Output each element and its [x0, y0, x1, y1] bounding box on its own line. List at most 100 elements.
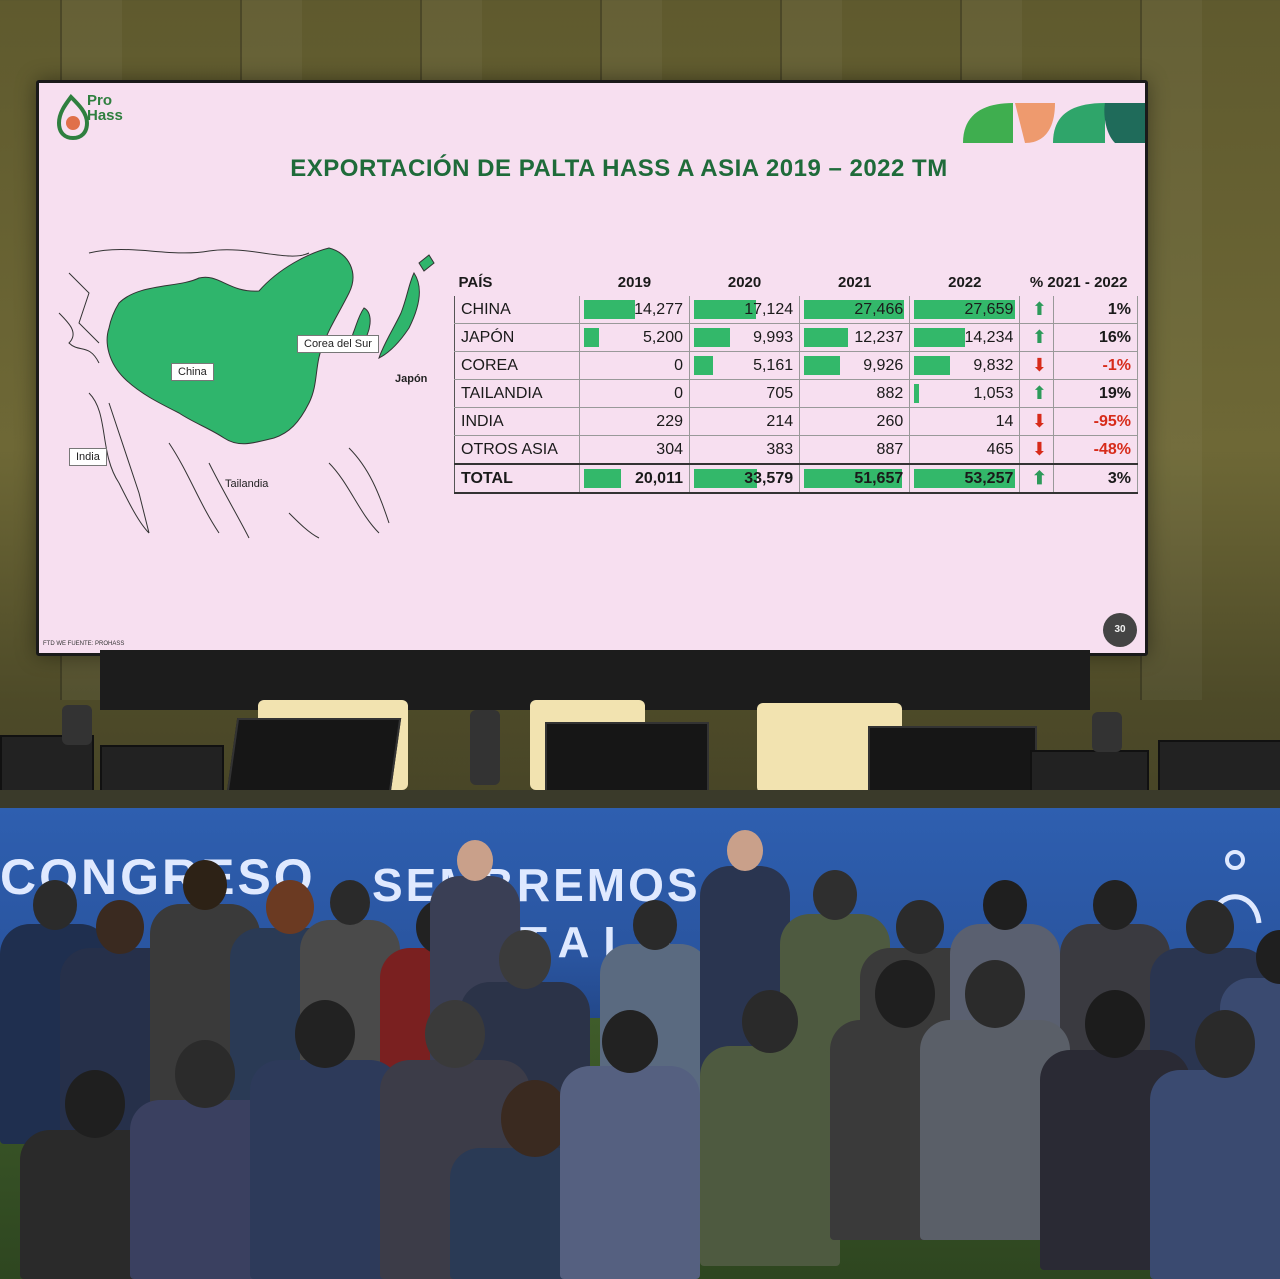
value-text: 20,011	[634, 469, 683, 487]
value-text: 214	[766, 412, 794, 430]
value-text: 9,993	[753, 328, 794, 346]
audience-member-head	[633, 900, 677, 950]
audience-member-head	[1085, 990, 1145, 1058]
value-bar	[804, 469, 902, 488]
logo-text: Pro Hass	[87, 93, 123, 123]
value-text: 0	[674, 384, 683, 402]
value-text: 14	[995, 412, 1014, 430]
value-cell: 887	[799, 435, 911, 465]
value-text: 14,277	[634, 300, 683, 318]
value-text: 14,234	[964, 328, 1014, 346]
decorative-shapes	[963, 103, 1145, 143]
value-cell: 0	[579, 351, 691, 380]
value-text: 9,832	[973, 356, 1014, 374]
value-text: 887	[876, 440, 904, 458]
stage-monitor	[868, 726, 1037, 795]
value-bar	[914, 469, 1015, 488]
value-text: 882	[876, 384, 904, 402]
source-note: FTD WE FUENTE: PROHASS	[43, 641, 125, 647]
pct-change-cell: -1%	[1053, 351, 1139, 380]
pct-change-cell: 19%	[1053, 379, 1139, 408]
value-text: 27,659	[964, 300, 1014, 318]
table-total-row: TOTAL 20,011 33,579 51,657 53,257 ⬆ 3%	[454, 463, 1139, 494]
pct-change-cell: 16%	[1053, 323, 1139, 352]
country-cell: TOTAL	[454, 463, 580, 494]
audience-member-body	[250, 1060, 400, 1279]
audience-member-head	[33, 880, 77, 930]
stage-floor	[0, 790, 1280, 810]
audience-member-head	[457, 840, 493, 881]
value-text: 229	[656, 412, 683, 430]
arrow-up-icon: ⬆	[1019, 463, 1054, 494]
arrow-down-icon: ⬇	[1019, 435, 1054, 465]
value-cell: 17,124	[689, 296, 801, 324]
table-row: JAPÓN 5,200 9,993 12,237 14,234 ⬆ 16%	[454, 323, 1139, 352]
audience-member-head	[501, 1080, 569, 1157]
audience-member-head	[330, 880, 370, 925]
value-cell: 5,200	[579, 323, 691, 352]
country-cell: CHINA	[454, 296, 580, 324]
map-label-korea: Corea del Sur	[297, 335, 379, 353]
value-bar	[804, 300, 904, 319]
value-text: 27,466	[854, 300, 904, 318]
table-row: CHINA 14,277 17,124 27,466 27,659 ⬆ 1%	[454, 296, 1139, 324]
pct-change-cell: 3%	[1053, 463, 1139, 494]
header-pct-change: % 2021 - 2022	[1029, 273, 1128, 291]
pct-change-cell: 1%	[1053, 296, 1139, 324]
projection-screen: Pro Hass EXPORTACIÓN DE PALTA HASS A ASI…	[36, 80, 1148, 656]
value-bar	[804, 356, 841, 375]
table-row: TAILANDIA 0 705 882 1,053 ⬆ 19%	[454, 379, 1139, 408]
arrow-up-icon: ⬆	[1019, 296, 1054, 324]
arrow-down-icon: ⬇	[1019, 407, 1054, 436]
value-text: 1,053	[973, 384, 1014, 402]
value-text: 260	[876, 412, 904, 430]
value-bar	[804, 328, 849, 347]
table-body: CHINA 14,277 17,124 27,466 27,659 ⬆ 1% JAPÓN 5,2…	[454, 296, 1139, 494]
export-table: PAÍS 2019 2020 2021 2022 % 2021 - 2022 C…	[454, 268, 1139, 494]
audience-member-head	[983, 880, 1027, 930]
audience-member-head	[602, 1010, 658, 1073]
country-cell: OTROS ASIA	[454, 435, 580, 465]
table-row: COREA 0 5,161 9,926 9,832 ⬇ -1%	[454, 351, 1139, 380]
audience-member-head	[965, 960, 1025, 1028]
header-2021: 2021	[838, 273, 872, 291]
pct-change-cell: -95%	[1053, 407, 1139, 436]
value-cell: 20,011	[579, 463, 691, 494]
slide-title: EXPORTACIÓN DE PALTA HASS A ASIA 2019 – …	[290, 155, 948, 182]
value-bar	[583, 328, 599, 347]
header-2020: 2020	[727, 273, 762, 291]
value-cell: 229	[579, 407, 691, 436]
country-cell: JAPÓN	[454, 323, 580, 352]
audience-member-head	[1186, 900, 1234, 954]
table-row: OTROS ASIA 304 383 887 465 ⬇ -48%	[454, 435, 1139, 465]
value-cell: 705	[689, 379, 801, 408]
audience-member-body	[1150, 1070, 1280, 1279]
value-cell: 9,993	[689, 323, 801, 352]
value-cell: 9,926	[799, 351, 911, 380]
value-text: 51,657	[854, 469, 904, 487]
value-cell: 27,466	[799, 296, 911, 324]
stage-light	[470, 710, 500, 785]
value-bar	[694, 356, 714, 375]
value-bar	[694, 300, 757, 319]
value-cell: 1,053	[909, 379, 1021, 408]
audience-member-head	[727, 830, 763, 871]
audience-member-head	[266, 880, 314, 934]
table-row: INDIA 229 214 260 14 ⬇ -95%	[454, 407, 1139, 436]
value-cell: 5,161	[689, 351, 801, 380]
value-text: 33,579	[744, 469, 794, 487]
arrow-up-icon: ⬆	[1019, 379, 1054, 408]
table-header-row: PAÍS 2019 2020 2021 2022 % 2021 - 2022	[455, 268, 1138, 296]
audience-member-head	[896, 900, 944, 954]
value-bar	[914, 328, 966, 347]
value-cell: 27,659	[909, 296, 1021, 324]
value-text: 0	[674, 356, 683, 374]
value-bar	[694, 469, 758, 488]
audience-member-head	[175, 1040, 235, 1108]
value-cell: 14,234	[909, 323, 1021, 352]
audience-member-head	[1093, 880, 1137, 930]
value-cell: 383	[689, 435, 801, 465]
value-bar	[914, 384, 919, 403]
stage-monitor	[545, 722, 709, 794]
prohass-logo	[56, 93, 90, 141]
